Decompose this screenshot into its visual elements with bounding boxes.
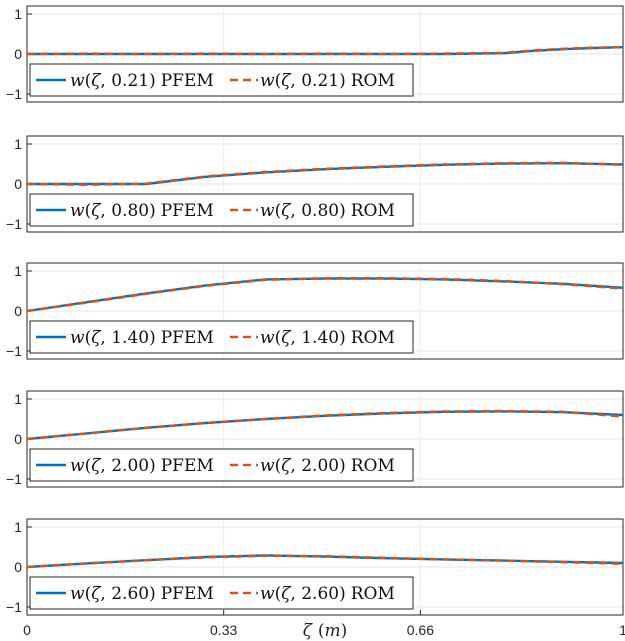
- legend: w(ζ, 2.00) PFEM w(ζ, 2.00) ROM: [29, 448, 414, 482]
- x-tick-label: 1: [619, 622, 625, 638]
- y-tick-label: 1: [14, 263, 22, 279]
- x-axis-label: ζ (m): [303, 621, 348, 641]
- series-line-rom: [26, 277, 624, 313]
- y-tick-label: 0: [14, 431, 22, 447]
- legend-label-rom: w(ζ, 2.60) ROM: [260, 584, 395, 604]
- chart-panel-2: 1 0 −1 w(ζ, 0.80) PFEM w(ζ, 0.80) ROM: [6, 135, 624, 233]
- legend: w(ζ, 0.21) PFEM w(ζ, 0.21) ROM: [29, 63, 414, 97]
- y-tick-label: 1: [14, 136, 22, 152]
- y-tick-label: 0: [14, 46, 22, 62]
- y-tick-label: −1: [6, 471, 22, 487]
- chart-panel-3: 1 0 −1 w(ζ, 1.40) PFEM w(ζ, 1.40) ROM: [6, 262, 624, 360]
- y-tick-label: 0: [14, 176, 22, 192]
- legend-label-pfem: w(ζ, 2.00) PFEM: [70, 456, 214, 476]
- y-tick-label: −1: [6, 343, 22, 359]
- legend-label-rom: w(ζ, 0.80) ROM: [260, 201, 395, 221]
- legend-box: [29, 448, 414, 482]
- y-tick-label: 0: [14, 303, 22, 319]
- legend-box: [29, 193, 414, 227]
- legend-box: [29, 320, 414, 354]
- series-line-rom: [26, 554, 624, 569]
- legend-box: [29, 576, 414, 610]
- y-tick-label: 1: [14, 391, 22, 407]
- y-tick-label: 0: [14, 559, 22, 575]
- legend-label-rom: w(ζ, 0.21) ROM: [260, 71, 395, 91]
- y-tick-label: 1: [14, 6, 22, 22]
- x-tick-label: 0: [23, 622, 31, 638]
- legend-label-pfem: w(ζ, 2.60) PFEM: [70, 584, 214, 604]
- series-line-rom: [26, 161, 624, 186]
- chart-panel-4: 1 0 −1 w(ζ, 2.00) PFEM w(ζ, 2.00) ROM: [6, 390, 624, 488]
- legend: w(ζ, 1.40) PFEM w(ζ, 1.40) ROM: [29, 320, 414, 354]
- legend-label-pfem: w(ζ, 0.21) PFEM: [70, 71, 214, 91]
- legend-label-rom: w(ζ, 2.00) ROM: [260, 456, 395, 476]
- series-line-rom: [26, 46, 624, 56]
- legend: w(ζ, 2.60) PFEM w(ζ, 2.60) ROM: [29, 576, 414, 610]
- series-line-rom: [26, 409, 624, 441]
- x-tick-label: 0.66: [407, 622, 434, 638]
- y-tick-label: 1: [14, 519, 22, 535]
- x-tick-label: 0.33: [210, 622, 237, 638]
- legend-label-rom: w(ζ, 1.40) ROM: [260, 328, 395, 348]
- y-tick-label: −1: [6, 216, 22, 232]
- chart-panel-1: 1 0 −1 w(ζ, 0.21) PFEM w(ζ, 0.21) ROM: [6, 5, 624, 103]
- legend-label-pfem: w(ζ, 1.40) PFEM: [70, 328, 214, 348]
- legend: w(ζ, 0.80) PFEM w(ζ, 0.80) ROM: [29, 193, 414, 227]
- y-tick-label: −1: [6, 599, 22, 615]
- y-tick-label: −1: [6, 86, 22, 102]
- legend-box: [29, 63, 414, 97]
- legend-label-pfem: w(ζ, 0.80) PFEM: [70, 201, 214, 221]
